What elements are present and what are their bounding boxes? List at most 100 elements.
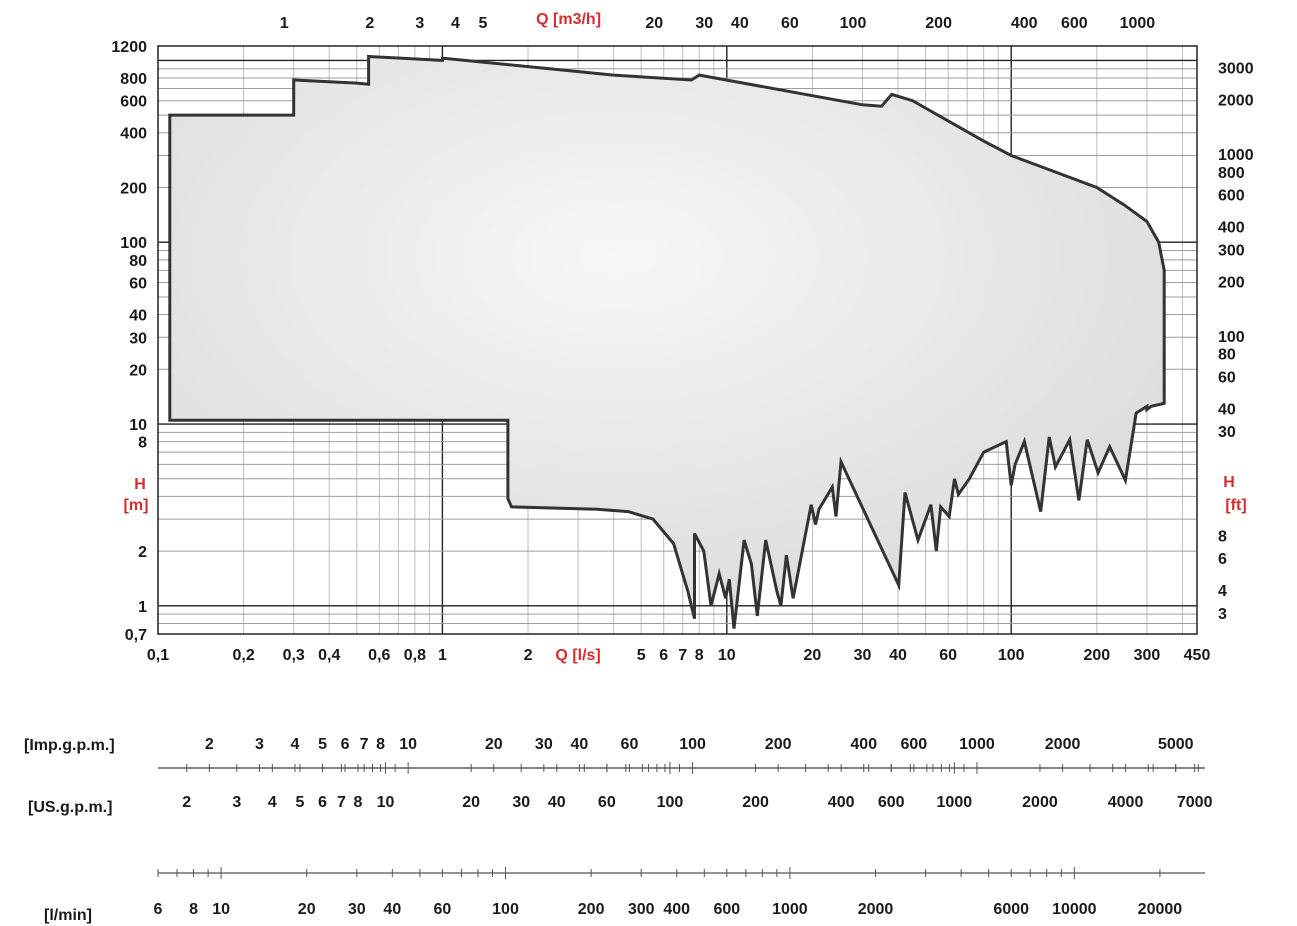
scale-number: 10	[399, 736, 417, 753]
right-tick-label: 80	[1218, 347, 1236, 364]
bottom-tick-label: 40	[889, 647, 907, 664]
scale-number: 6	[318, 794, 327, 811]
right-tick-label: 1000	[1218, 147, 1254, 164]
left-tick-label: 100	[120, 235, 147, 252]
bottom-tick-label: 30	[854, 647, 872, 664]
right-tick-label: 30	[1218, 424, 1236, 441]
right-tick-label: 200	[1218, 274, 1245, 291]
right-tick-label: 3	[1218, 606, 1227, 623]
right-tick-label: 3000	[1218, 60, 1254, 77]
top-tick-label: 200	[925, 15, 952, 32]
scale-number: 8	[354, 794, 363, 811]
bottom-tick-label: 20	[804, 647, 822, 664]
scale-number: 5	[295, 794, 304, 811]
scale-number: 2000	[1045, 736, 1081, 753]
left-axis-title-unit: [m]	[124, 497, 149, 514]
scale-number: 1000	[772, 901, 808, 918]
top-tick-label: 3	[415, 15, 424, 32]
scale-number: 8	[376, 736, 385, 753]
axis-titles: Q [m3/h] Q [l/s] H [m] H [ft]	[124, 11, 1247, 664]
scale-number: 2000	[858, 901, 894, 918]
top-tick-label: 40	[731, 15, 749, 32]
top-tick-label: 400	[1011, 15, 1038, 32]
left-axis-title-h: H	[134, 476, 146, 493]
scale-number: 600	[901, 736, 928, 753]
bottom-tick-label: 0,8	[404, 647, 426, 664]
scale-number: 40	[570, 736, 588, 753]
scale-number: 40	[548, 794, 566, 811]
right-tick-label: 4	[1218, 583, 1227, 600]
top-tick-label: 1	[280, 15, 289, 32]
scale-number: 60	[598, 794, 616, 811]
scale-number: 300	[628, 901, 655, 918]
scale-number: 10	[212, 901, 230, 918]
scale-number: 2	[182, 794, 191, 811]
right-axis-title-h: H	[1223, 474, 1235, 491]
scale-number: 30	[512, 794, 530, 811]
right-tick-label: 6	[1218, 551, 1227, 568]
top-tick-label: 1000	[1120, 15, 1156, 32]
bottom-tick-label: 7	[678, 647, 687, 664]
scale-number: 5000	[1158, 736, 1194, 753]
bottom-tick-label: 2	[524, 647, 533, 664]
scale-number: 4	[268, 794, 277, 811]
envelope-area	[168, 54, 1166, 629]
scale-number: 10	[377, 794, 395, 811]
scale-number: 600	[878, 794, 905, 811]
top-tick-label: 60	[781, 15, 799, 32]
bottom-tick-label: 5	[637, 647, 646, 664]
plot-frame	[157, 45, 1198, 635]
right-tick-label: 8	[1218, 528, 1227, 545]
scale-number: 400	[828, 794, 855, 811]
scale-number: 20	[485, 736, 503, 753]
left-tick-label: 600	[120, 94, 147, 111]
bottom-tick-label: 0,2	[232, 647, 254, 664]
left-tick-label: 60	[129, 276, 147, 293]
left-tick-label: 200	[120, 180, 147, 197]
scale-number: 2	[205, 736, 214, 753]
right-tick-label: 600	[1218, 188, 1245, 205]
left-tick-label: 400	[120, 126, 147, 143]
scale-number: 400	[663, 901, 690, 918]
scale-number: 20	[462, 794, 480, 811]
left-tick-label: 10	[129, 417, 147, 434]
right-tick-label: 100	[1218, 329, 1245, 346]
l-min-label: [l/min]	[44, 907, 92, 924]
scale-number: 4000	[1108, 794, 1144, 811]
scale-number: 100	[657, 794, 684, 811]
scale-number: 20000	[1138, 901, 1183, 918]
bottom-tick-label: 0,4	[318, 647, 340, 664]
left-tick-label: 800	[120, 71, 147, 88]
bottom-tick-label: 1	[438, 647, 447, 664]
scale-number: 20	[298, 901, 316, 918]
bottom-tick-label: 60	[939, 647, 957, 664]
right-tick-label: 40	[1218, 401, 1236, 418]
scale-number: 100	[492, 901, 519, 918]
scale-number: 7	[360, 736, 369, 753]
bottom-tick-label: 100	[998, 647, 1025, 664]
top-tick-label: 600	[1061, 15, 1088, 32]
right-axis-title-unit: [ft]	[1225, 497, 1246, 514]
scale-number: 7	[337, 794, 346, 811]
top-tick-label: 30	[695, 15, 713, 32]
left-tick-label: 30	[129, 330, 147, 347]
scale-number: 4	[291, 736, 300, 753]
scale-number: 30	[348, 901, 366, 918]
left-tick-label: 8	[138, 435, 147, 452]
bottom-tick-label: 0,3	[283, 647, 305, 664]
scale-number: 200	[578, 901, 605, 918]
scale-number: 1000	[959, 736, 995, 753]
scale-number: 2000	[1022, 794, 1058, 811]
scale-number: 100	[679, 736, 706, 753]
scale-number: 3	[255, 736, 264, 753]
scale-number: 1000	[937, 794, 973, 811]
us-gpm-label: [US.g.p.m.]	[28, 799, 112, 816]
top-tick-label: 4	[451, 15, 460, 32]
bottom-tick-label: 0,1	[147, 647, 169, 664]
axis-labels: 0,1 0,2 0,3 0,4 0,6 0,8 1 2 5 6 7 8 10 20 30 40 60 100 200…	[111, 15, 1253, 664]
right-tick-label: 400	[1218, 220, 1245, 237]
bottom-tick-label: 300	[1134, 647, 1161, 664]
bottom-tick-label: 200	[1083, 647, 1110, 664]
left-tick-label: 2	[138, 544, 147, 561]
scale-number: 8	[189, 901, 198, 918]
